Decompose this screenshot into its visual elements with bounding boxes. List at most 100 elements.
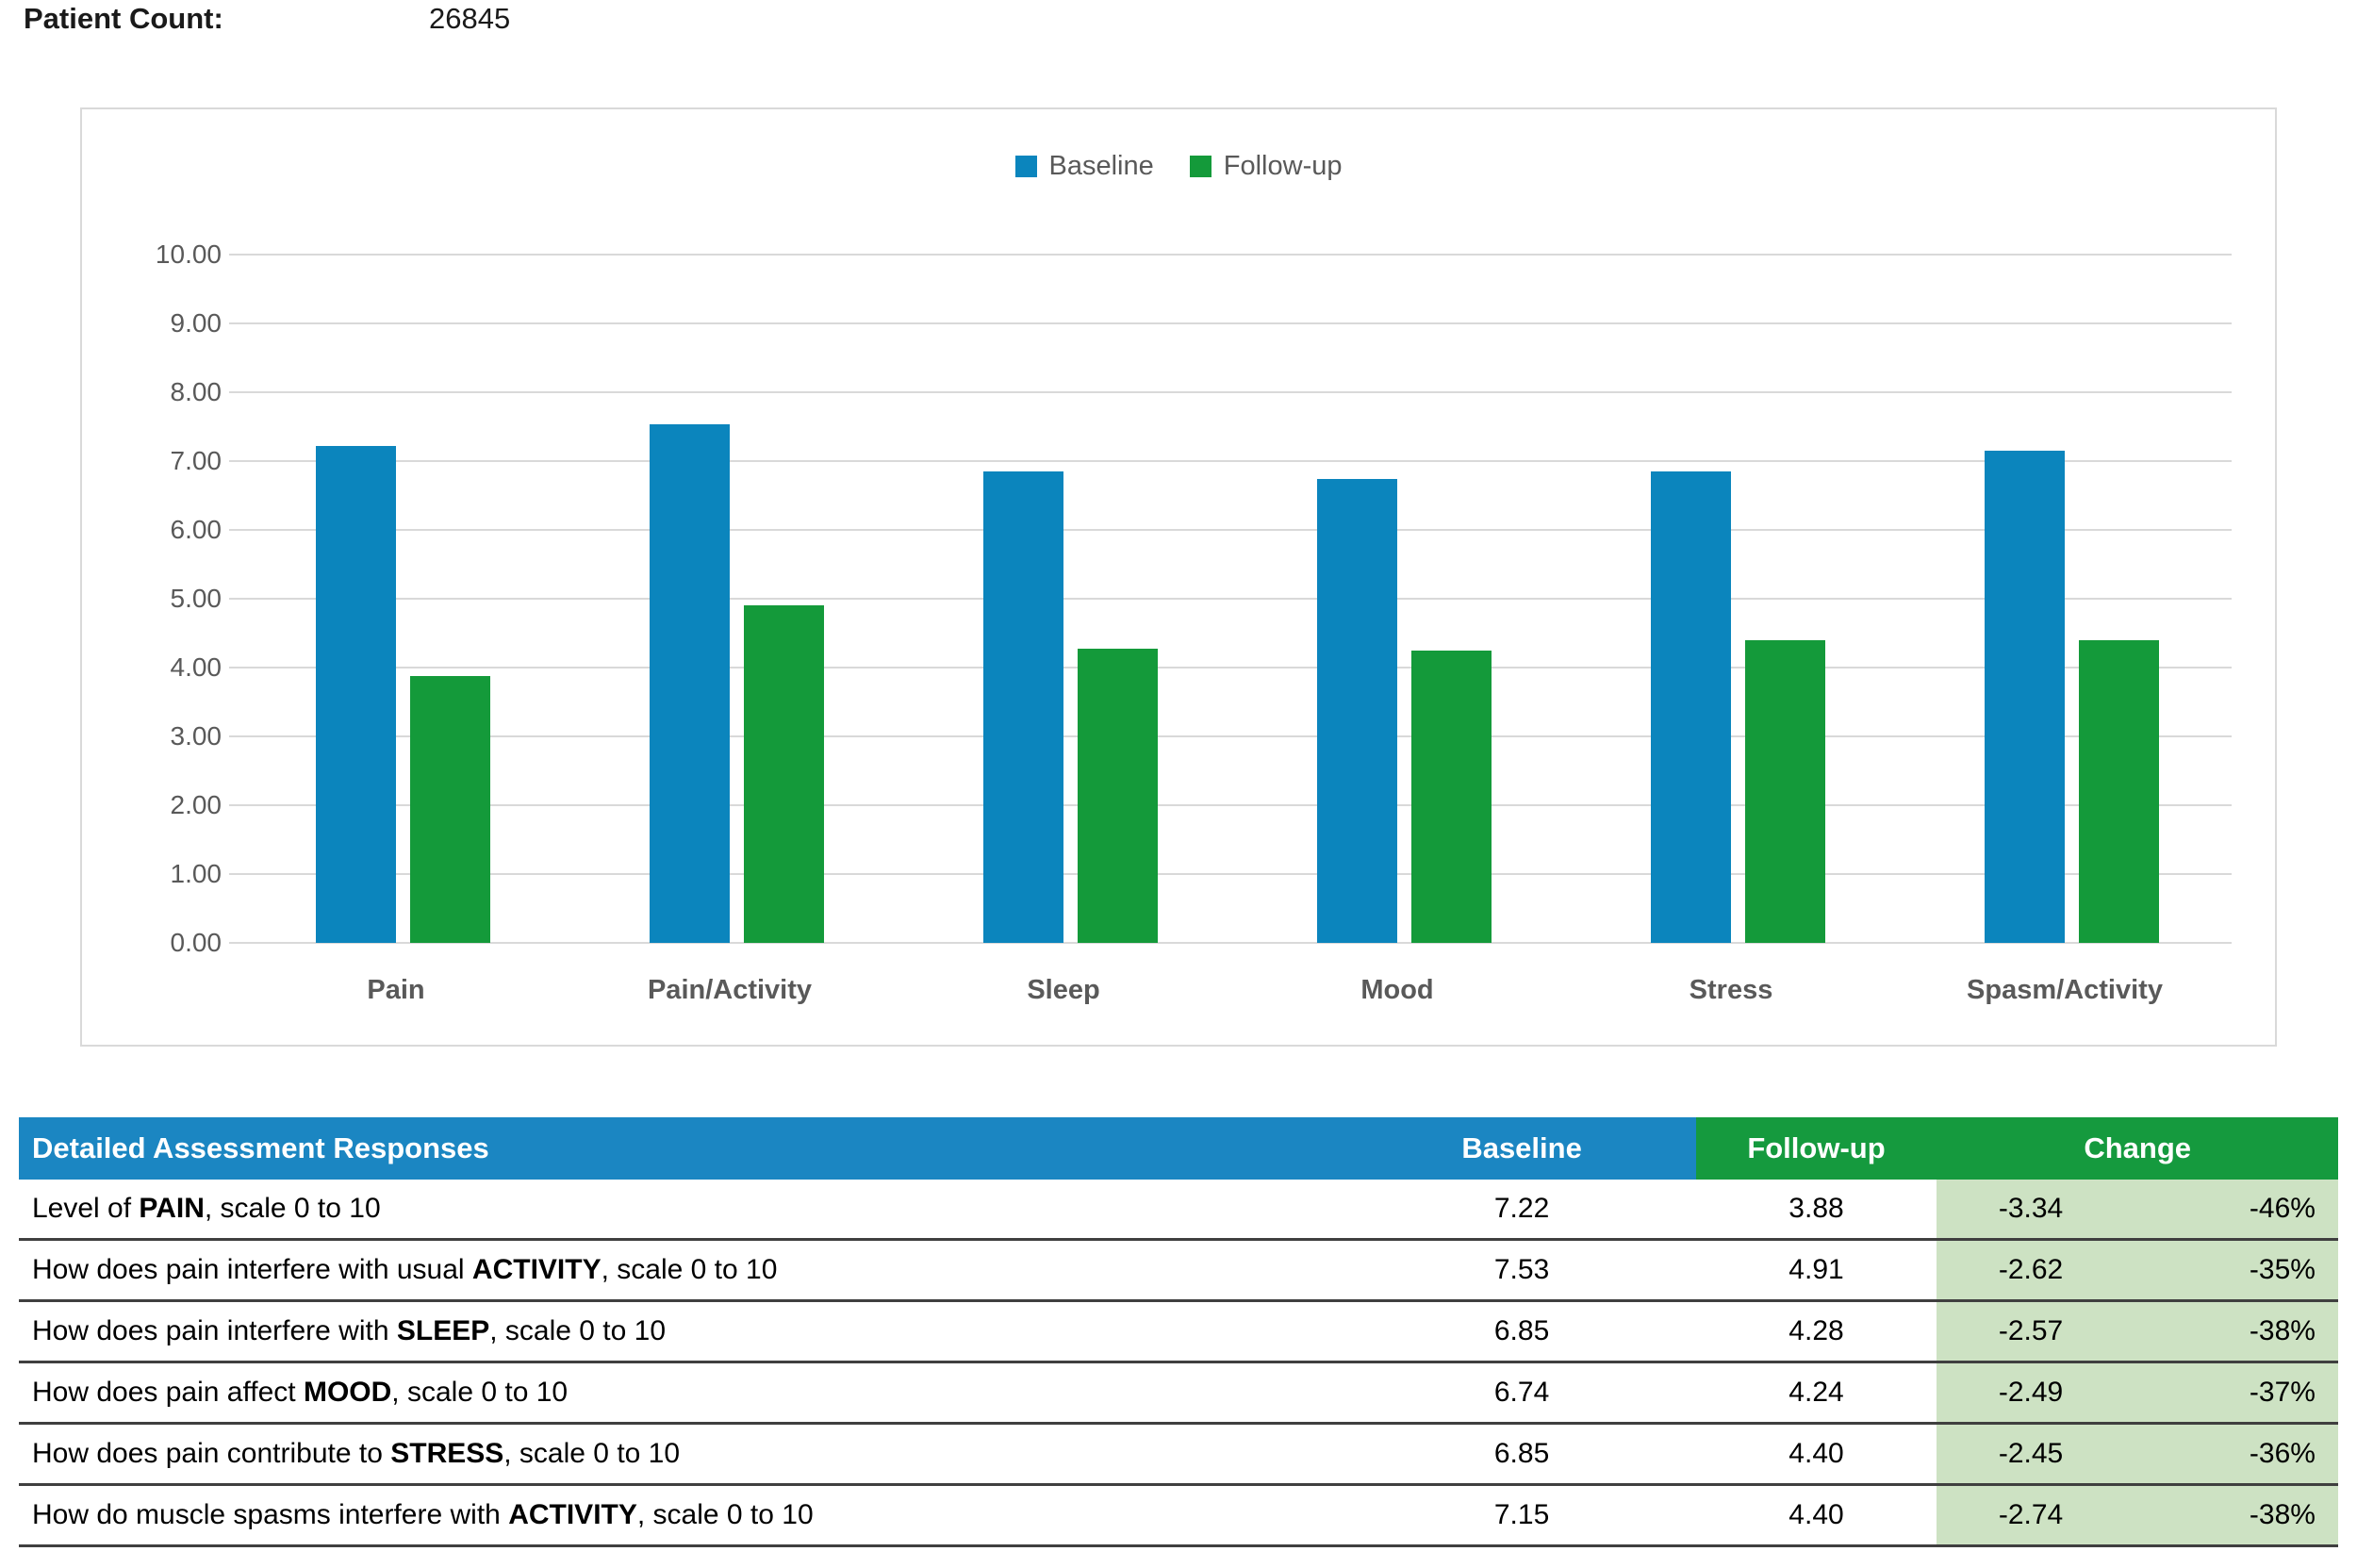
plot-area bbox=[229, 254, 2232, 944]
change-value-cell: -3.34 bbox=[1937, 1180, 2125, 1238]
baseline-column-header: Baseline bbox=[1347, 1117, 1696, 1180]
y-axis-tick-label: 2.00 bbox=[170, 790, 223, 819]
change-percent-cell: -37% bbox=[2124, 1363, 2338, 1422]
question-text: How does pain contribute to bbox=[32, 1438, 391, 1469]
baseline-value-cell: 6.85 bbox=[1493, 1315, 1550, 1346]
y-axis-tick-label: 0.00 bbox=[170, 928, 223, 957]
question-text: , scale 0 to 10 bbox=[503, 1438, 681, 1469]
bar-baseline-mood bbox=[1317, 478, 1397, 943]
question-cell: How does pain interfere with SLEEP, scal… bbox=[19, 1302, 1348, 1361]
question-cell: How does pain contribute to STRESS, scal… bbox=[19, 1425, 1348, 1483]
question-cell: Level of PAIN, scale 0 to 10 bbox=[19, 1180, 1348, 1238]
table-row-stress: How does pain contribute to STRESS, scal… bbox=[19, 1425, 2338, 1486]
table-title: Detailed Assessment Responses bbox=[19, 1117, 1348, 1180]
y-axis-tick-label: 8.00 bbox=[170, 377, 223, 406]
followup-column-header: Follow-up bbox=[1695, 1117, 1937, 1180]
y-axis-tick-label: 1.00 bbox=[170, 859, 223, 888]
gridline bbox=[229, 254, 2232, 256]
gridline bbox=[229, 460, 2232, 462]
y-axis-tick-label: 5.00 bbox=[170, 584, 223, 613]
legend-label: Follow-up bbox=[1223, 150, 1343, 181]
bar-follow-up-mood bbox=[1411, 651, 1492, 943]
bar-baseline-pain bbox=[316, 445, 396, 943]
question-keyword: MOOD bbox=[303, 1377, 392, 1408]
change-value-cell: -2.45 bbox=[1937, 1425, 2125, 1483]
question-text: How does pain interfere with bbox=[32, 1315, 397, 1346]
x-axis-category-label: Sleep bbox=[1027, 975, 1100, 1005]
bar-group-pain bbox=[229, 255, 563, 943]
baseline-value-cell: 7.53 bbox=[1493, 1254, 1550, 1285]
question-cell: How does pain affect MOOD, scale 0 to 10 bbox=[19, 1363, 1348, 1422]
x-axis-labels: Pain Pain/Activity Sleep Mood Stress Spasm/Ac… bbox=[229, 975, 2232, 1006]
question-text: How does pain interfere with usual bbox=[32, 1254, 472, 1285]
bar-baseline-stress bbox=[1651, 470, 1731, 943]
table-header-row: Detailed Assessment Responses Baseline F… bbox=[19, 1117, 2338, 1180]
question-text: How do muscle spasms interfere with bbox=[32, 1499, 509, 1530]
bar-groups bbox=[229, 255, 2232, 943]
bar-follow-up-pain bbox=[410, 675, 491, 943]
table-row-activity: How does pain interfere with usual ACTIV… bbox=[19, 1241, 2338, 1302]
x-axis-category-label: Spasm/Activity bbox=[1967, 975, 2163, 1005]
gridline bbox=[229, 598, 2232, 600]
chart-legend: Baseline Follow-up bbox=[82, 149, 2275, 183]
bar-group-sleep bbox=[897, 255, 1230, 943]
legend-swatch-icon bbox=[1014, 155, 1037, 177]
followup-value-cell: 4.91 bbox=[1788, 1254, 1844, 1285]
question-text: , scale 0 to 10 bbox=[636, 1499, 814, 1530]
gridline bbox=[229, 804, 2232, 806]
legend-item-baseline: Baseline bbox=[1014, 151, 1154, 182]
x-axis-category-label: Stress bbox=[1689, 975, 1773, 1005]
y-axis-tick-label: 3.00 bbox=[170, 721, 223, 751]
bar-follow-up-sleep bbox=[1078, 648, 1159, 943]
table-row-pain: Level of PAIN, scale 0 to 10 7.22 3.88 -… bbox=[19, 1180, 2338, 1241]
change-percent-cell: -38% bbox=[2124, 1486, 2338, 1544]
question-keyword: PAIN bbox=[139, 1193, 205, 1224]
question-text: Level of bbox=[32, 1193, 140, 1224]
change-percent-cell: -36% bbox=[2124, 1425, 2338, 1483]
bar-group-spasm-activity bbox=[1898, 255, 2232, 943]
gridline bbox=[229, 322, 2232, 324]
question-text: How does pain affect bbox=[32, 1377, 304, 1408]
bar-baseline-pain-activity bbox=[650, 424, 730, 943]
y-axis-tick-label: 10.00 bbox=[155, 239, 222, 269]
bar-follow-up-pain-activity bbox=[744, 604, 825, 943]
followup-value-cell: 4.40 bbox=[1788, 1499, 1844, 1530]
table-row-sleep: How does pain interfere with SLEEP, scal… bbox=[19, 1302, 2338, 1363]
change-column-header: Change bbox=[1937, 1117, 2338, 1180]
bar-follow-up-stress bbox=[1745, 639, 1826, 943]
assessment-table: Detailed Assessment Responses Baseline F… bbox=[19, 1117, 2338, 1547]
bar-group-mood bbox=[1230, 255, 1564, 943]
patient-count-label: Patient Count: bbox=[24, 2, 223, 35]
question-keyword: SLEEP bbox=[396, 1315, 490, 1346]
question-cell: How does pain interfere with usual ACTIV… bbox=[19, 1241, 1348, 1299]
y-axis-tick-label: 6.00 bbox=[170, 515, 223, 544]
question-cell: How do muscle spasms interfere with ACTI… bbox=[19, 1486, 1348, 1544]
y-axis-tick-label: 7.00 bbox=[170, 446, 223, 475]
change-percent-cell: -35% bbox=[2124, 1241, 2338, 1299]
bar-follow-up-spasm-activity bbox=[2079, 639, 2160, 943]
followup-value-cell: 4.40 bbox=[1788, 1438, 1844, 1469]
question-keyword: ACTIVITY bbox=[471, 1254, 602, 1285]
legend-swatch-icon bbox=[1189, 155, 1211, 177]
followup-value-cell: 4.24 bbox=[1788, 1377, 1844, 1408]
followup-value-cell: 4.28 bbox=[1788, 1315, 1844, 1346]
x-axis-category-label: Mood bbox=[1360, 975, 1434, 1005]
table-row-mood: How does pain affect MOOD, scale 0 to 10… bbox=[19, 1363, 2338, 1425]
gridline bbox=[229, 942, 2232, 944]
bar-group-pain-activity bbox=[563, 255, 897, 943]
followup-value-cell: 3.88 bbox=[1788, 1193, 1844, 1224]
y-axis-tick-label: 4.00 bbox=[170, 652, 223, 682]
gridline bbox=[229, 667, 2232, 668]
gridline bbox=[229, 873, 2232, 875]
bar-group-stress bbox=[1564, 255, 1898, 943]
assessment-bar-chart: Baseline Follow-up 10.00 9.00 8.00 7.00 6.00 5… bbox=[80, 107, 2277, 1047]
legend-item-follow-up: Follow-up bbox=[1189, 150, 1343, 182]
x-axis-category-label: Pain/Activity bbox=[647, 975, 813, 1005]
baseline-value-cell: 6.74 bbox=[1493, 1377, 1550, 1408]
y-axis-labels: 10.00 9.00 8.00 7.00 6.00 5.00 4.00 3.00 2.00 1.0… bbox=[99, 239, 223, 957]
question-text: , scale 0 to 10 bbox=[204, 1193, 381, 1224]
change-value-cell: -2.57 bbox=[1937, 1302, 2125, 1361]
question-text: , scale 0 to 10 bbox=[601, 1254, 778, 1285]
baseline-value-cell: 7.15 bbox=[1493, 1499, 1550, 1530]
patient-count-value: 26845 bbox=[429, 2, 511, 35]
